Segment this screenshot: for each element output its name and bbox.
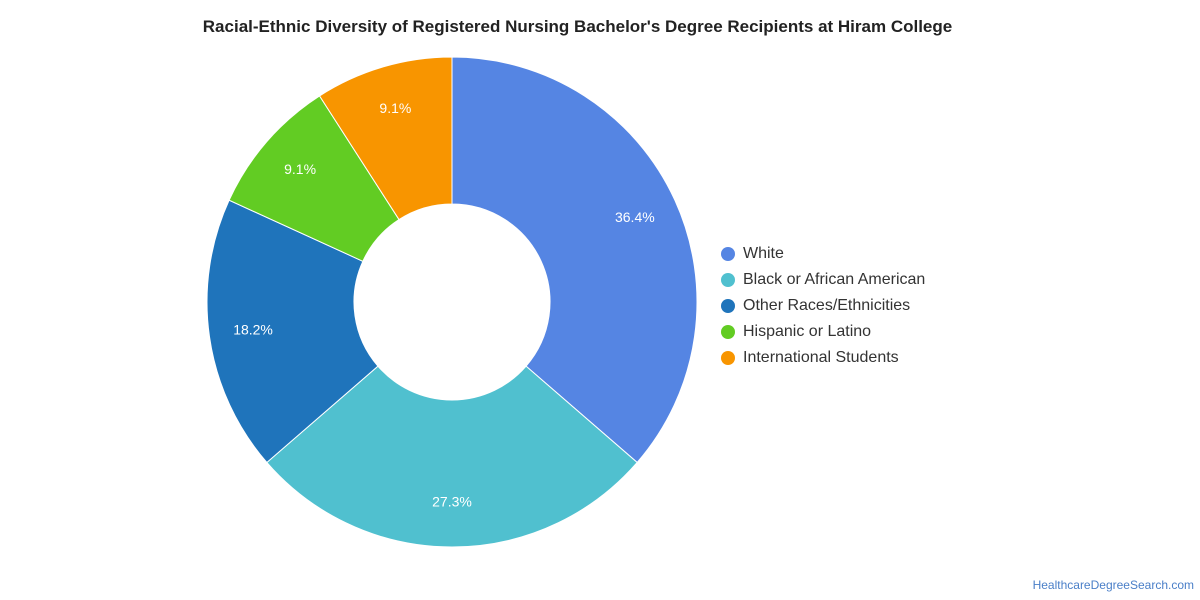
legend: White Black or African American Other Ra…: [721, 241, 925, 371]
legend-swatch-hispanic-or-latino: [721, 325, 735, 339]
legend-item-black-or-african-american[interactable]: Black or African American: [721, 267, 925, 293]
slice-label-black-or-african-american: 27.3%: [432, 494, 472, 510]
slice-label-hispanic-or-latino: 9.1%: [284, 161, 316, 177]
legend-swatch-white: [721, 247, 735, 261]
legend-label-hispanic-or-latino: Hispanic or Latino: [743, 323, 872, 340]
slice-label-other-races-ethnicities: 18.2%: [233, 321, 273, 337]
chart-title: Racial-Ethnic Diversity of Registered Nu…: [202, 17, 953, 36]
legend-item-other-races-ethnicities[interactable]: Other Races/Ethnicities: [721, 293, 925, 319]
legend-item-international-students[interactable]: International Students: [721, 345, 925, 371]
legend-label-other-races-ethnicities: Other Races/Ethnicities: [743, 297, 911, 314]
slice-label-white: 36.4%: [615, 209, 655, 225]
slice-other-races-ethnicities[interactable]: [206, 199, 379, 464]
legend-label-black-or-african-american: Black or African American: [743, 271, 926, 288]
source-link[interactable]: HealthcareDegreeSearch.com: [1032, 578, 1194, 592]
slice-label-international-students: 9.1%: [379, 100, 411, 116]
slice-black-or-african-american[interactable]: [266, 365, 638, 548]
slice-labels-group: 36.4% 27.3% 18.2% 9.1% 9.1%: [233, 100, 654, 510]
slices-group: [206, 56, 698, 548]
legend-label-international-students: International Students: [743, 349, 899, 366]
legend-item-hispanic-or-latino[interactable]: Hispanic or Latino: [721, 319, 925, 345]
legend-label-white: White: [743, 245, 784, 262]
legend-swatch-other-races-ethnicities: [721, 299, 735, 313]
legend-item-white[interactable]: White: [721, 241, 925, 267]
legend-swatch-international-students: [721, 351, 735, 365]
slice-international-students[interactable]: [318, 56, 453, 221]
legend-swatch-black-or-african-american: [721, 273, 735, 287]
slice-white[interactable]: [451, 56, 698, 464]
